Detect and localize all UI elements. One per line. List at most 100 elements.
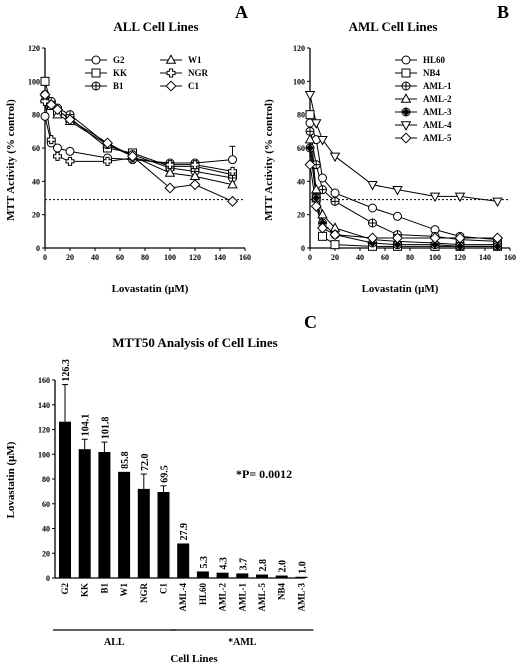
x-category-label-b1: B1 (99, 583, 109, 594)
chart-b-legend-marker-shape (400, 121, 412, 131)
bar-value-label-w1: 85.8 (120, 451, 131, 469)
chart-b-point-aml-5 (391, 232, 404, 244)
chart-b-point-hl60-shape (393, 211, 402, 221)
x-category-label-ngr: NGR (139, 583, 149, 604)
chart-a-x-tick-label: 160 (239, 253, 251, 262)
chart-b-xlabel: Lovastatin (μM) (362, 283, 439, 295)
chart-a-series-line-c1 (44, 94, 233, 202)
chart-c-title: MTT50 Analysis of Cell Lines (112, 335, 277, 350)
chart-a-point-ngr (53, 151, 62, 161)
chart-b-point-aml-4-shape (317, 135, 328, 146)
x-category-label-g2: G2 (60, 583, 70, 595)
chart-a-point-c1-shape (126, 150, 139, 162)
chart-b-x-tick-label: 60 (381, 253, 389, 262)
chart-a-y-tick-label: 80 (32, 111, 40, 120)
bar-w1 (118, 471, 131, 578)
chart-a-point-ngr-shape (53, 151, 62, 161)
chart-b-point-hl60 (330, 188, 340, 198)
chart-a-series-line-w1 (44, 97, 233, 186)
chart-b-point-aml-3 (430, 240, 440, 250)
chart-a-point-c1-shape (39, 89, 51, 101)
chart-b-point-nb4 (330, 240, 340, 250)
chart-a-point-c1 (101, 137, 114, 149)
chart-b-point-aml-4-shape (367, 180, 378, 191)
chart-b-point-aml-5 (429, 232, 441, 244)
chart-b-legend-label: AML-4 (423, 120, 452, 130)
chart-a-point-g2-shape (40, 111, 50, 121)
chart-a-legend-label: G2 (113, 55, 125, 65)
chart-b-point-aml-2 (311, 183, 322, 194)
bar-c1 (157, 491, 170, 578)
bar-value-label-aml-5: 2.8 (258, 559, 269, 572)
chart-a-legend-label: C1 (188, 81, 199, 91)
chart-b-point-aml-4-shape (454, 192, 466, 203)
bar-aml-1 (236, 573, 249, 578)
chart-b-legend-label: AML-2 (423, 94, 452, 104)
chart-b-y-tick-label: 0 (301, 244, 305, 253)
chart-a-legend-marker-shape (166, 68, 176, 78)
chart-a-point-ngr-shape (190, 160, 200, 170)
chart-a-point-ngr-shape (165, 160, 175, 170)
chart-mtt50-analysis: MTT50 Analysis of Cell Lines Lovastatin … (5, 335, 314, 665)
chart-b-point-aml-4 (304, 90, 316, 101)
chart-b-point-aml-4-shape (492, 197, 503, 208)
chart-b-series-line-aml-1 (309, 131, 498, 242)
chart-a-legend-label: B1 (113, 81, 124, 91)
chart-b-point-aml-5 (366, 232, 379, 244)
chart-a-legend-marker (165, 80, 177, 92)
chart-a-x-tick-label: 20 (66, 253, 74, 262)
chart-b-legend-marker-shape (400, 132, 412, 144)
bar-value-label-aml-2: 4.3 (219, 557, 230, 570)
chart-b-point-aml-3-fill (456, 242, 464, 251)
chart-a-series-line-b1 (44, 94, 233, 179)
chart-b-point-aml-4 (454, 192, 466, 203)
chart-c-xlabel: Cell Lines (170, 653, 218, 665)
chart-a-point-ngr (46, 135, 56, 145)
chart-b-point-aml-3 (393, 240, 402, 250)
bar-g2 (59, 421, 71, 578)
chart-a-ylabel: MTT Activity (% control) (5, 99, 17, 221)
chart-a-point-g2-shape (65, 146, 75, 156)
chart-a-point-w1-shape (227, 178, 238, 189)
chart-b-y-tick-label: 60 (297, 144, 305, 153)
chart-b-legend-marker (400, 132, 412, 144)
chart-b-point-aml-1 (330, 196, 340, 206)
chart-b-legend-marker (401, 107, 411, 117)
chart-b-x-tick-label: 140 (479, 253, 491, 262)
chart-b-legend-label: AML-1 (423, 81, 452, 91)
chart-b-point-aml-2-shape (304, 133, 316, 144)
chart-b-point-aml-5-shape (329, 229, 341, 241)
group-label-1: *AML (228, 637, 257, 648)
panel-label-a: A (235, 2, 248, 22)
chart-a-point-g2 (40, 111, 50, 121)
chart-b-point-aml-5-shape (366, 232, 379, 244)
chart-a-legend-marker-shape (91, 55, 101, 65)
chart-a-point-ngr (228, 166, 237, 176)
chart-a-legend-marker-shape (91, 68, 101, 78)
chart-a-x-tick-label: 0 (43, 253, 47, 262)
bar-value-label-g2: 126.3 (61, 359, 72, 382)
chart-a-point-w1-shape (164, 167, 176, 177)
x-category-label-aml-3: AML-3 (296, 583, 306, 612)
chart-a-point-ngr (165, 160, 175, 170)
chart-a-point-w1 (227, 178, 238, 189)
bar-aml-3 (295, 576, 308, 578)
chart-b-legend-marker (401, 55, 411, 65)
chart-c-y-tick-label: 120 (38, 426, 50, 435)
chart-b-point-aml-3-fill (312, 194, 321, 202)
chart-b-point-nb4 (305, 110, 315, 120)
chart-b-x-tick-label: 120 (454, 253, 466, 262)
chart-b-point-aml-4-shape (311, 119, 322, 129)
chart-b-point-hl60-shape (368, 203, 377, 213)
chart-b-y-tick-label: 80 (297, 111, 305, 120)
chart-a-legend-marker (166, 68, 176, 78)
chart-a-legend-marker-shape (165, 54, 177, 64)
chart-a-x-tick-label: 100 (164, 253, 176, 262)
chart-b-point-nb4-shape (305, 110, 315, 120)
chart-b-point-aml-1 (368, 218, 377, 228)
chart-b-point-aml-4-shape (429, 192, 441, 203)
chart-a-point-g2-shape (53, 143, 62, 153)
chart-b-point-hl60 (368, 203, 377, 213)
chart-b-legend-label: HL60 (423, 55, 446, 65)
